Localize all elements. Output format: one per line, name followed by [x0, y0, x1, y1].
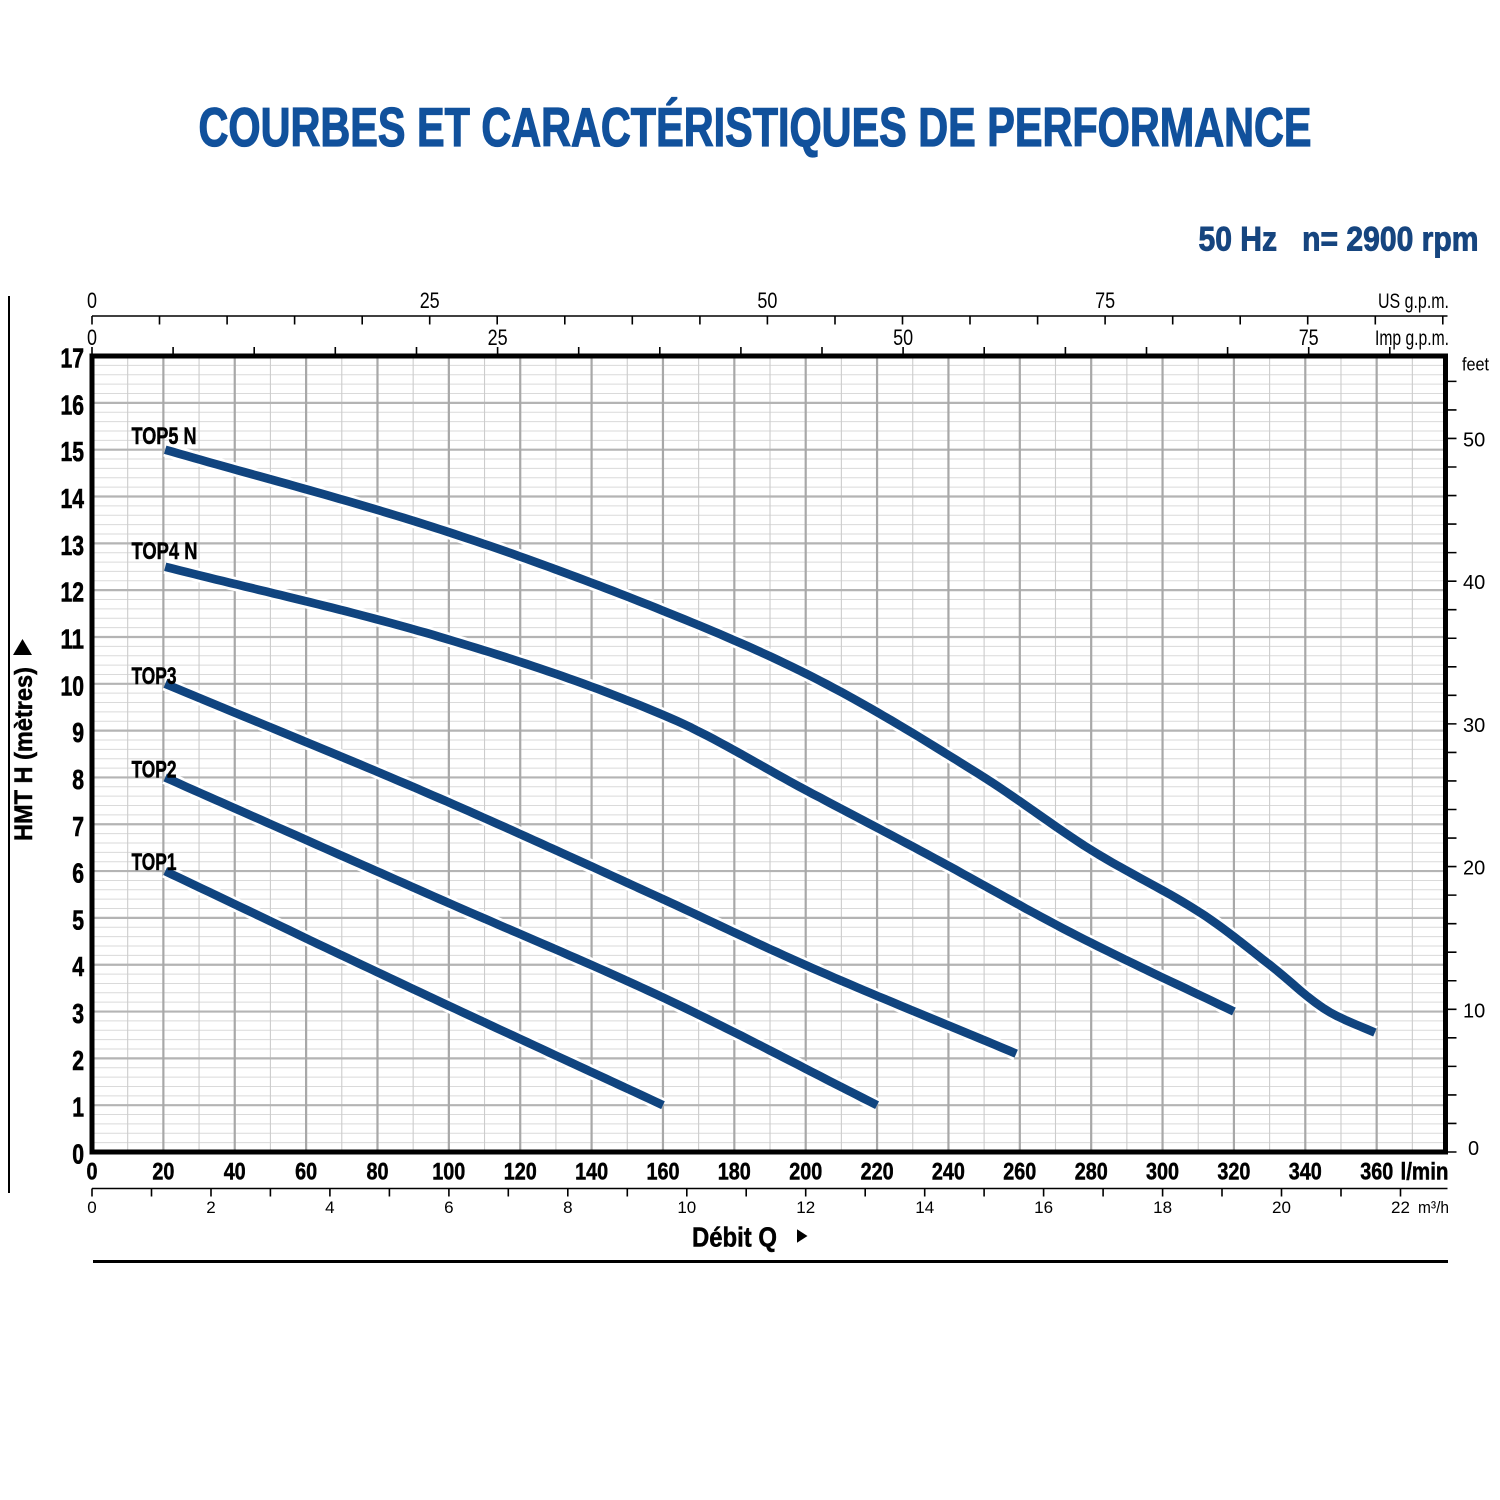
svg-text:TOP2: TOP2	[132, 757, 177, 784]
svg-text:Débit Q: Débit Q	[692, 1222, 777, 1253]
svg-text:300: 300	[1146, 1159, 1179, 1186]
svg-text:60: 60	[295, 1159, 317, 1186]
svg-text:0: 0	[87, 325, 97, 350]
svg-text:15: 15	[61, 436, 85, 467]
svg-text:2: 2	[72, 1045, 84, 1076]
svg-text:50: 50	[1463, 430, 1485, 452]
svg-text:13: 13	[61, 530, 85, 561]
svg-text:0: 0	[87, 1198, 96, 1217]
svg-text:10: 10	[1463, 1000, 1485, 1022]
svg-text:0: 0	[72, 1139, 84, 1170]
svg-text:9: 9	[72, 717, 84, 748]
svg-text:280: 280	[1075, 1159, 1108, 1186]
svg-text:COURBES ET CARACTÉRISTIQUES DE: COURBES ET CARACTÉRISTIQUES DE PERFORMAN…	[199, 96, 1312, 158]
svg-text:240: 240	[932, 1159, 965, 1186]
svg-text:TOP5 N: TOP5 N	[132, 423, 197, 450]
svg-text:US g.p.m.: US g.p.m.	[1378, 290, 1449, 313]
svg-text:16: 16	[1034, 1198, 1053, 1217]
svg-text:30: 30	[1463, 715, 1485, 737]
svg-text:12: 12	[61, 577, 85, 608]
svg-text:feet: feet	[1462, 354, 1489, 375]
svg-text:12: 12	[796, 1198, 815, 1217]
svg-text:8: 8	[72, 764, 84, 795]
svg-text:16: 16	[61, 389, 85, 420]
svg-text:260: 260	[1003, 1159, 1036, 1186]
svg-text:17: 17	[61, 343, 85, 374]
svg-text:4: 4	[72, 951, 84, 982]
svg-text:TOP3: TOP3	[132, 663, 177, 690]
svg-text:160: 160	[647, 1159, 680, 1186]
svg-text:10: 10	[677, 1198, 696, 1217]
svg-text:0: 0	[87, 288, 97, 313]
svg-text:18: 18	[1153, 1198, 1172, 1217]
svg-text:7: 7	[72, 811, 84, 842]
svg-text:200: 200	[789, 1159, 822, 1186]
svg-text:1: 1	[72, 1092, 84, 1123]
svg-text:75: 75	[1299, 325, 1319, 350]
svg-text:360: 360	[1360, 1159, 1393, 1186]
svg-text:0: 0	[87, 1159, 98, 1186]
svg-text:m³/h: m³/h	[1418, 1198, 1449, 1217]
svg-text:8: 8	[563, 1198, 572, 1217]
svg-text:25: 25	[420, 288, 440, 313]
svg-text:40: 40	[224, 1159, 246, 1186]
svg-text:14: 14	[61, 483, 85, 514]
svg-text:l/min: l/min	[1401, 1159, 1449, 1186]
svg-text:6: 6	[444, 1198, 453, 1217]
svg-text:11: 11	[61, 624, 85, 655]
svg-text:HMT H (mètres): HMT H (mètres)	[10, 667, 38, 841]
svg-text:320: 320	[1217, 1159, 1250, 1186]
svg-text:TOP1: TOP1	[132, 849, 177, 876]
svg-text:Imp g.p.m.: Imp g.p.m.	[1375, 327, 1449, 350]
svg-text:340: 340	[1289, 1159, 1322, 1186]
svg-text:6: 6	[72, 858, 84, 889]
svg-text:20: 20	[152, 1159, 174, 1186]
svg-text:25: 25	[488, 325, 508, 350]
svg-text:75: 75	[1095, 288, 1115, 313]
svg-text:50: 50	[893, 325, 913, 350]
svg-text:5: 5	[72, 904, 84, 935]
svg-text:0: 0	[1468, 1138, 1479, 1160]
svg-text:180: 180	[718, 1159, 751, 1186]
svg-text:4: 4	[325, 1198, 334, 1217]
svg-text:120: 120	[504, 1159, 537, 1186]
svg-text:TOP4 N: TOP4 N	[132, 538, 198, 565]
svg-text:50 Hz n= 2900 rpm: 50 Hz n= 2900 rpm	[1199, 221, 1479, 259]
svg-text:220: 220	[861, 1159, 894, 1186]
svg-text:3: 3	[72, 998, 84, 1029]
svg-text:20: 20	[1463, 858, 1485, 880]
svg-text:80: 80	[367, 1159, 389, 1186]
svg-text:50: 50	[757, 288, 777, 313]
svg-text:100: 100	[432, 1159, 465, 1186]
svg-text:40: 40	[1463, 572, 1485, 594]
svg-text:140: 140	[575, 1159, 608, 1186]
svg-text:10: 10	[61, 670, 85, 701]
svg-text:22: 22	[1391, 1198, 1410, 1217]
svg-text:14: 14	[915, 1198, 934, 1217]
svg-text:2: 2	[206, 1198, 215, 1217]
svg-text:20: 20	[1272, 1198, 1291, 1217]
